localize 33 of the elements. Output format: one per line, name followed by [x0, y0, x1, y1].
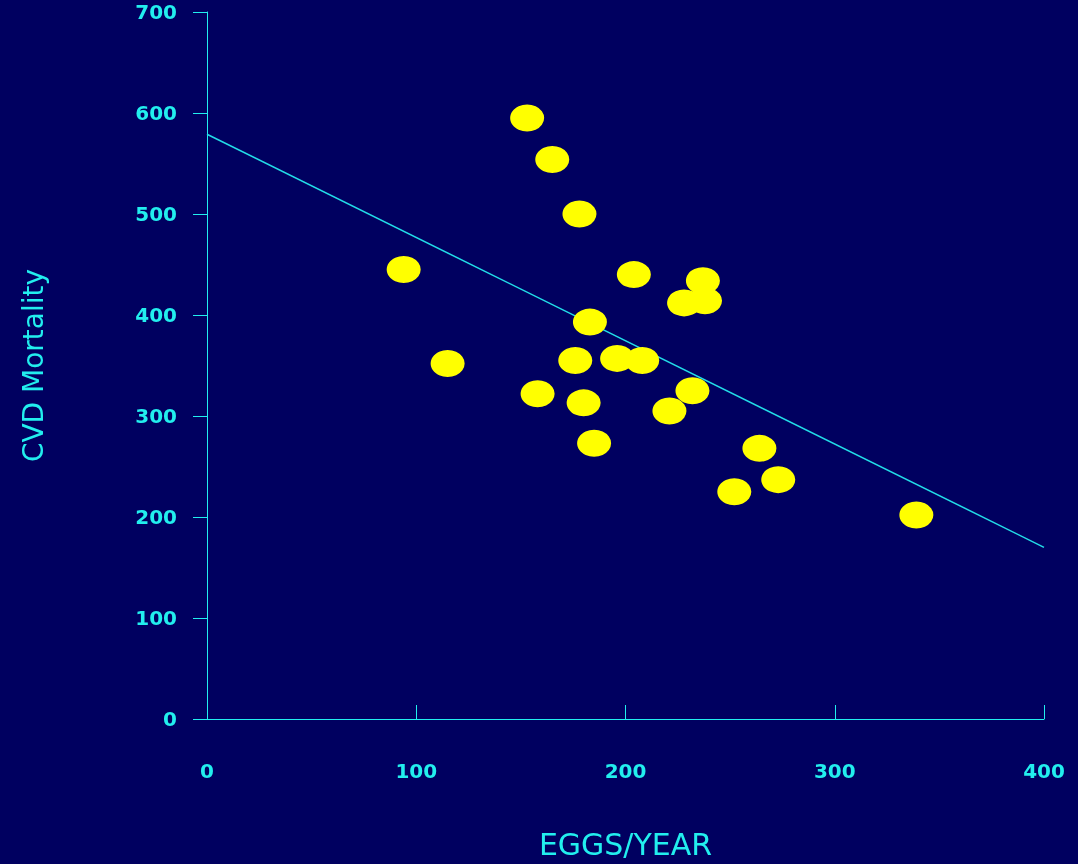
y-tick-label: 200: [135, 505, 177, 529]
point: [625, 346, 660, 374]
point: [558, 346, 593, 374]
y-tick-label: 400: [135, 303, 177, 327]
point: [430, 349, 465, 377]
point: [577, 429, 612, 457]
y-tick-label: 700: [135, 0, 177, 24]
point: [899, 501, 934, 529]
y-tick-label: 0: [163, 707, 177, 731]
x-tick-label: 400: [1023, 759, 1065, 783]
x-tick-label: 100: [395, 759, 438, 783]
point: [562, 200, 597, 228]
point: [566, 389, 601, 417]
point: [386, 256, 421, 284]
point: [675, 377, 710, 405]
point: [652, 397, 687, 425]
y-tick-label: 300: [135, 404, 177, 428]
point: [572, 308, 607, 336]
x-tick-label: 300: [813, 759, 856, 783]
point: [742, 434, 777, 462]
x-tick-label: 0: [200, 759, 214, 783]
point: [616, 261, 651, 289]
point: [535, 145, 570, 173]
x-tick-label: 200: [604, 759, 647, 783]
y-tick-label: 100: [135, 606, 177, 630]
x-axis-title: EGGS/YEAR: [538, 826, 713, 862]
y-axis-title: CVD Mortality: [16, 268, 50, 463]
point: [761, 466, 796, 494]
y-tick-label: 500: [135, 202, 177, 226]
point: [717, 478, 752, 506]
point: [520, 380, 555, 408]
y-tick-label: 600: [135, 101, 177, 125]
point: [510, 104, 545, 132]
